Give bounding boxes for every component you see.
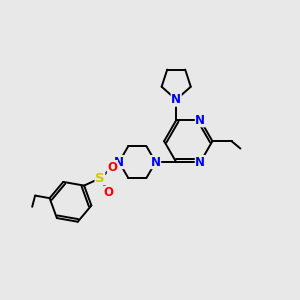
Text: S: S: [95, 172, 105, 185]
Text: N: N: [114, 156, 124, 169]
Text: O: O: [104, 187, 114, 200]
Text: N: N: [151, 156, 160, 169]
Text: N: N: [171, 93, 181, 106]
Text: N: N: [195, 114, 205, 127]
Text: O: O: [107, 160, 117, 174]
Text: N: N: [195, 156, 205, 169]
